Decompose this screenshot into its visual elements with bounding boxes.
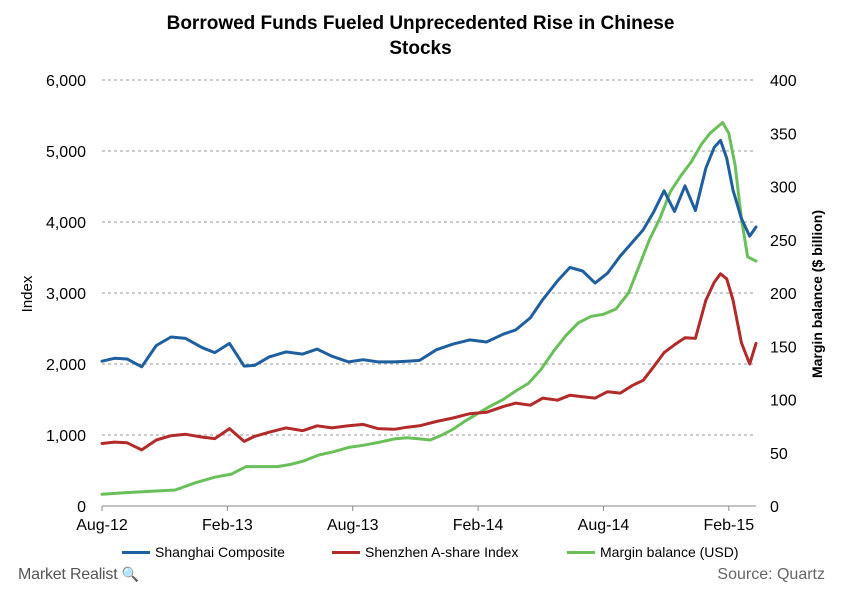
brand-name: Market Realist <box>18 566 118 583</box>
y-tick-label: 5,000 <box>46 144 86 161</box>
tick-labels: 0 1,000 2,000 3,000 4,000 5,000 6,000 0 50 100 150… <box>46 73 797 534</box>
legend-item-margin: Margin balance (USD) <box>567 544 739 560</box>
x-tick-label: Aug-12 <box>76 517 128 534</box>
legend-label-shanghai: Shanghai Composite <box>155 544 285 560</box>
legend-item-shanghai: Shanghai Composite <box>122 544 285 560</box>
y-tick-label: 1,000 <box>46 428 86 445</box>
y2-tick-label: 150 <box>770 339 797 356</box>
y2-tick-label: 0 <box>770 499 779 516</box>
y-tick-label: 4,000 <box>46 215 86 232</box>
grid-lines <box>101 79 756 511</box>
y2-tick-label: 300 <box>770 180 797 197</box>
y2-tick-label: 50 <box>770 446 788 463</box>
x-tick-label: Feb-14 <box>453 517 504 534</box>
series-line-margin <box>100 121 758 496</box>
chart-title-line2: Stocks <box>389 38 452 59</box>
legend-swatch-margin <box>567 550 595 554</box>
y2-tick-label: 400 <box>770 73 797 90</box>
series-line-shenzhen <box>100 272 758 452</box>
legend-label-shenzhen: Shenzhen A-share Index <box>365 544 519 560</box>
x-tick-label: Feb-15 <box>703 517 754 534</box>
y2-tick-label: 100 <box>770 393 797 410</box>
y2-axis-label: Margin balance ($ billion) <box>809 210 825 378</box>
legend-swatch-shanghai <box>122 550 150 554</box>
y-tick-label: 0 <box>77 499 86 516</box>
y2-tick-label: 350 <box>770 126 797 143</box>
x-tick-label: Aug-14 <box>578 517 630 534</box>
series-line-shanghai <box>100 138 758 369</box>
source-note: Source: Quartz <box>717 566 825 583</box>
x-tick-label: Aug-13 <box>327 517 379 534</box>
y2-tick-label: 250 <box>770 233 797 250</box>
line-chart: 0 1,000 2,000 3,000 4,000 5,000 6,000 0 50 100 150… <box>19 73 825 534</box>
y-tick-label: 2,000 <box>46 357 86 374</box>
legend-item-shenzhen: Shenzhen A-share Index <box>332 544 518 560</box>
y-tick-label: 3,000 <box>46 286 86 303</box>
brand-logo: Market Realist 🔍 <box>18 566 139 584</box>
y2-tick-label: 200 <box>770 286 797 303</box>
x-tick-label: Feb-13 <box>202 517 253 534</box>
magnifier-icon: 🔍 <box>121 566 139 582</box>
legend-swatch-shenzhen <box>332 550 360 554</box>
chart-title-line1: Borrowed Funds Fueled Unprecedented Rise… <box>166 13 675 34</box>
series-lines <box>100 121 758 496</box>
y-axis-label: Index <box>19 275 36 312</box>
y-tick-label: 6,000 <box>46 73 86 90</box>
legend-label-margin: Margin balance (USD) <box>600 544 739 560</box>
